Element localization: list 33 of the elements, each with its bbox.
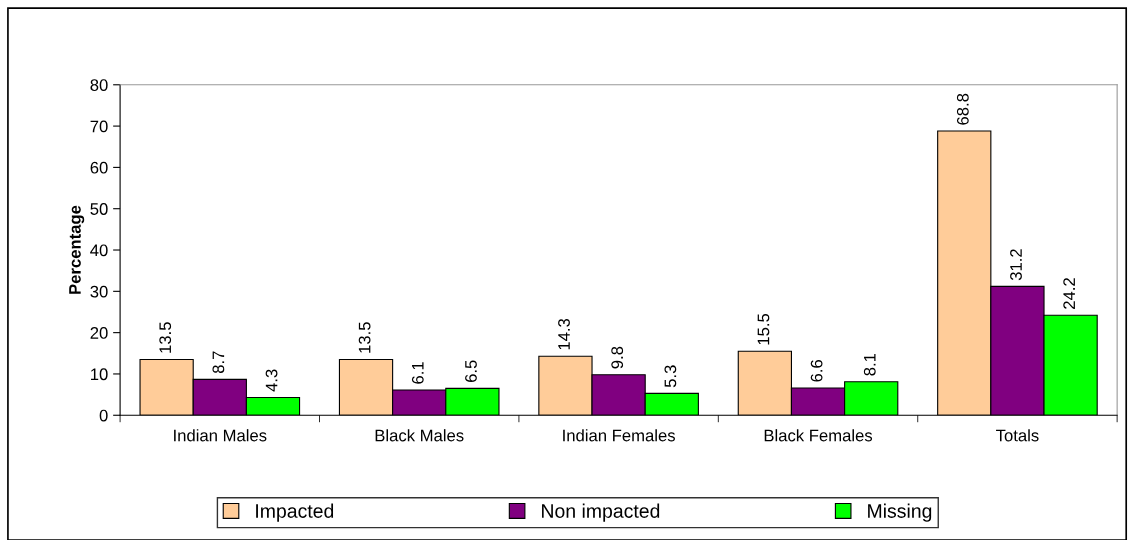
data-label: 24.2 [1063,278,1075,309]
x-tick-label: Indian Males [174,429,267,442]
data-label: 8.7 [212,351,225,374]
y-tick-label: 70 [90,120,108,133]
data-label: 13.5 [159,322,172,353]
y-tick-label: 30 [90,285,108,298]
y-axis-title: Percentage [69,205,85,294]
data-label: 13.5 [358,322,371,353]
data-label: 15.5 [757,313,770,345]
data-label: 14.3 [558,318,570,350]
data-label: 6.5 [465,360,477,383]
x-tick-label: Totals [996,429,1039,442]
data-label: 6.6 [810,360,823,382]
data-label: 6.1 [411,362,424,384]
x-tick-label: Black Males [375,429,464,442]
legend-label: Non impacted [542,503,660,522]
legend-label: Impacted [256,503,334,522]
y-tick-label: 20 [90,327,108,339]
y-tick-label: 0 [99,409,108,422]
x-tick-label: Indian Females [563,429,675,442]
data-label: 4.3 [265,369,278,392]
data-label: 68.8 [956,93,969,125]
y-tick-label: 80 [90,79,108,91]
y-tick-label: 50 [90,203,108,215]
legend-label: Missing [868,503,932,522]
data-label: 5.3 [664,365,677,388]
y-tick-label: 60 [90,161,108,174]
data-label: 9.8 [611,346,624,369]
data-label: 31.2 [1010,249,1022,281]
y-tick-label: 10 [91,368,108,381]
x-tick-label: Black Females [764,429,873,442]
data-label: 8.1 [863,353,876,376]
y-tick-label: 40 [90,244,108,257]
